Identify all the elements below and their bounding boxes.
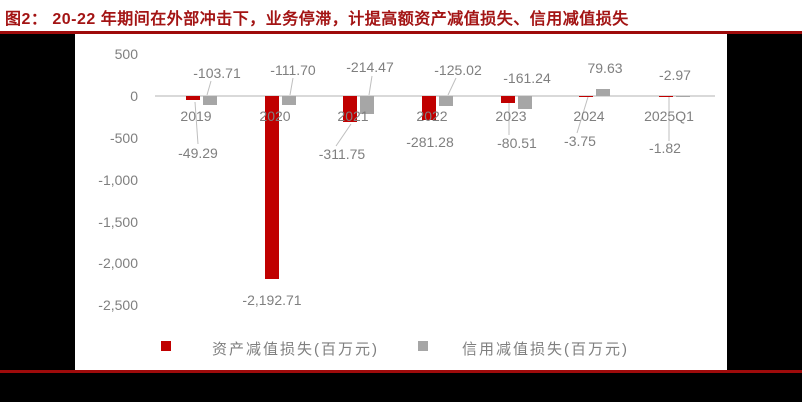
legend-label-asset-impairment: 资产减值损失(百万元): [212, 341, 379, 358]
bar-asset-impairment-2022: [422, 96, 436, 120]
data-label-credit-2023: -161.24: [503, 70, 551, 86]
y-axis-tick-label: 500: [114, 46, 138, 63]
y-axis-tick-label: -2,500: [98, 297, 138, 314]
leader-line: [447, 77, 457, 96]
data-label-asset-2019: -49.29: [178, 145, 218, 161]
category-label-2020: 2020: [259, 108, 291, 124]
data-label-asset-2021: -311.75: [318, 146, 366, 162]
chart-stage: 资产减值损失(百万元) 信用减值损失(百万元) 500 0 -500 -1,000 -1…: [0, 34, 802, 402]
y-axis-tick-label: -2,000: [98, 255, 138, 272]
data-label-asset-2022: -281.28: [406, 134, 454, 150]
category-label-2024: 2024: [573, 108, 605, 124]
y-axis-tick-label: -500: [109, 129, 138, 146]
bar-asset-impairment-2021: [343, 96, 357, 123]
category-label-2022: 2022: [416, 108, 448, 124]
legend-swatch-credit-impairment: [418, 341, 428, 351]
bottom-red-rule: [0, 370, 802, 373]
y-axis-tick-label: -1,500: [98, 213, 138, 230]
bar-credit-impairment-2025Q1: [676, 96, 690, 97]
data-label-credit-2020: -111.70: [270, 62, 316, 78]
bar-credit-impairment-2021: [360, 96, 374, 114]
data-label-asset-2025Q1: -1.82: [649, 140, 681, 156]
bar-asset-impairment-2019: [186, 96, 200, 101]
bar-credit-impairment-2019: [203, 96, 217, 105]
leader-line: [368, 75, 373, 96]
y-axis-tick-label: -1,000: [98, 171, 138, 188]
category-label-2021: 2021: [337, 108, 369, 124]
bar-credit-impairment-2020: [282, 96, 296, 106]
bar-credit-impairment-2022: [439, 96, 453, 107]
bar-asset-impairment-2020: [265, 96, 279, 280]
legend-swatch-asset-impairment: [161, 341, 171, 351]
category-label-2023: 2023: [495, 108, 527, 124]
category-label-2019: 2019: [180, 108, 212, 124]
data-label-credit-2019: -103.71: [193, 65, 241, 81]
data-label-credit-2024: 79.63: [587, 60, 623, 76]
bar-asset-impairment-2025Q1: [659, 96, 673, 97]
chart-panel: 资产减值损失(百万元) 信用减值损失(百万元) 500 0 -500 -1,000 -1…: [75, 34, 727, 370]
leader-line: [289, 77, 294, 96]
data-label-credit-2021: -214.47: [346, 59, 394, 75]
data-label-credit-2022: -125.02: [434, 62, 482, 78]
leader-line: [206, 80, 212, 96]
bar-credit-impairment-2023: [518, 96, 532, 110]
figure-title: 图2： 20-22 年期间在外部冲击下，业务停滞，计提高额资产减值损失、信用减值…: [5, 11, 629, 28]
bar-asset-impairment-2024: [579, 96, 593, 97]
data-label-credit-2025Q1: -2.97: [659, 67, 691, 83]
y-axis-tick-label: 0: [130, 88, 138, 104]
category-label-2025Q1: 2025Q1: [644, 108, 694, 124]
top-red-rule: [0, 31, 802, 34]
bar-asset-impairment-2023: [501, 96, 515, 103]
data-label-asset-2024: -3.75: [564, 133, 596, 149]
data-label-asset-2023: -80.51: [497, 135, 537, 151]
leader-line: [335, 123, 352, 147]
data-label-asset-2020: -2,192.71: [242, 292, 302, 308]
legend-label-credit-impairment: 信用减值损失(百万元): [462, 341, 629, 358]
bar-credit-impairment-2024: [596, 89, 610, 96]
figure-header: 图2： 20-22 年期间在外部冲击下，业务停滞，计提高额资产减值损失、信用减值…: [0, 0, 802, 31]
leader-lines-layer: [194, 75, 670, 147]
